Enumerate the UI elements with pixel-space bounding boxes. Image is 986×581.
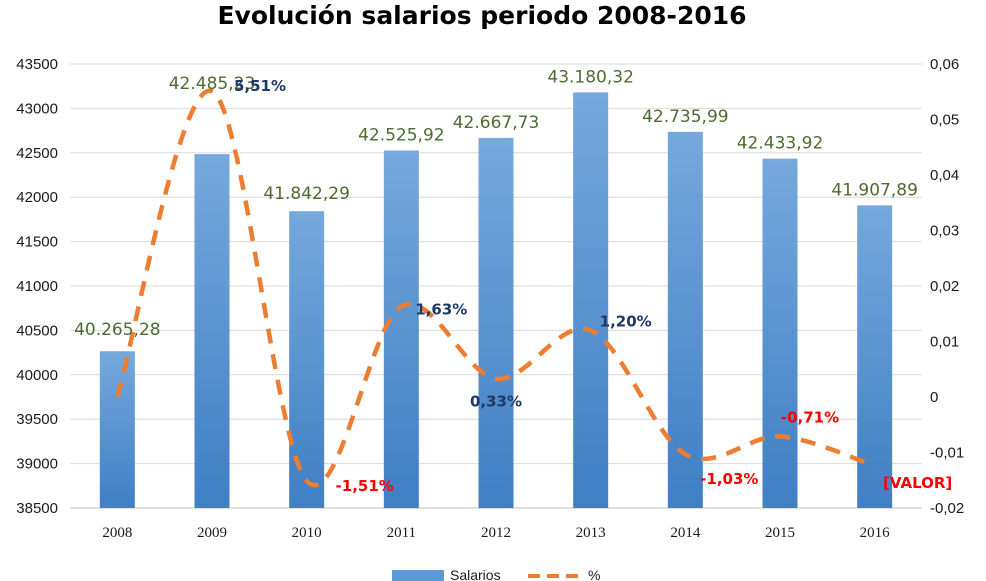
line-series: [115, 88, 876, 488]
bar-2013: [573, 92, 609, 509]
bar-value-label: 42.433,92: [737, 134, 824, 154]
left-tick-label: 38500: [16, 500, 58, 517]
percent-label: -1,51%: [336, 477, 394, 495]
bar-2012: [478, 137, 514, 508]
right-tick-label: 0,02: [930, 278, 959, 295]
left-tick-label: 41000: [16, 278, 58, 295]
bar-value-label: 42.735,99: [642, 107, 729, 127]
x-tick-label: 2013: [576, 525, 606, 541]
left-axis: 38500 39000 39500 40000 40500 41000 41500 42000…: [16, 56, 58, 517]
bar-value-label: 40.265,28: [74, 320, 161, 340]
left-tick-label: 42500: [16, 145, 58, 162]
bar-value-labels: 40.265,28 42.485,23 41.842,29 42.525,92 42.6…: [74, 67, 918, 340]
bar-2008: [99, 351, 135, 508]
right-tick-label: 0: [930, 389, 938, 406]
legend-label-percent: %: [588, 567, 600, 581]
left-tick-label: 39500: [16, 411, 58, 428]
x-tick-label: 2016: [860, 525, 891, 541]
right-tick-label: 0,03: [930, 223, 959, 240]
bar-2010: [289, 211, 325, 508]
x-tick-label: 2012: [481, 525, 511, 541]
bar-value-label: 42.485,23: [169, 74, 256, 94]
x-tick-label: 2015: [765, 525, 795, 541]
x-tick-label: 2011: [387, 525, 416, 541]
x-tick-label: 2008: [102, 525, 132, 541]
percent-line: [115, 88, 876, 488]
percent-label: -1,03%: [700, 470, 758, 488]
right-tick-label: -0,01: [930, 445, 964, 462]
right-tick-label: 0,06: [930, 56, 959, 73]
bar-value-label: 42.667,73: [453, 113, 540, 133]
percent-label: 5,51%: [234, 77, 286, 95]
bar-2014: [667, 131, 703, 508]
bar-value-label: 42.525,92: [358, 125, 445, 145]
bar-value-label: 41.842,29: [263, 184, 350, 204]
percent-label: -0,71%: [781, 408, 839, 426]
right-tick-label: -0,02: [930, 500, 964, 517]
percent-label: 0,33%: [470, 393, 522, 411]
x-axis: 2008 2009 2010 2011 2012 2013 2014 2015 2016: [102, 525, 890, 541]
right-tick-label: 0,01: [930, 334, 959, 351]
chart-title: Evolución salarios periodo 2008-2016: [217, 1, 746, 30]
bar-value-label: 43.180,32: [547, 67, 634, 87]
x-tick-label: 2014: [670, 525, 701, 541]
x-tick-label: 2010: [292, 525, 322, 541]
percent-label: [VALOR]: [883, 474, 952, 492]
left-tick-label: 43000: [16, 100, 58, 117]
bar-2011: [383, 150, 419, 509]
percent-label: 1,20%: [600, 312, 652, 330]
legend-swatch-salarios: [392, 570, 444, 581]
left-tick-label: 39000: [16, 456, 58, 473]
percent-label: 1,63%: [415, 301, 467, 319]
left-tick-label: 41500: [16, 234, 58, 251]
right-tick-label: 0,04: [930, 167, 959, 184]
bar-series: [99, 92, 893, 509]
x-tick-label: 2009: [197, 525, 227, 541]
bar-2016: [857, 205, 893, 508]
legend: Salarios %: [392, 567, 600, 581]
right-axis: -0,02 -0,01 0 0,01 0,02 0,03 0,04 0,05 0,06: [930, 56, 964, 517]
left-tick-label: 40500: [16, 322, 58, 339]
left-tick-label: 43500: [16, 56, 58, 73]
bar-2015: [762, 158, 798, 508]
left-tick-label: 42000: [16, 189, 58, 206]
line-value-labels: 5,51% -1,51% 1,63% 0,33% 1,20% -1,03% -0,71% [V…: [234, 77, 952, 495]
right-tick-label: 0,05: [930, 112, 959, 129]
left-tick-label: 40000: [16, 367, 58, 384]
legend-label-salarios: Salarios: [450, 567, 501, 581]
bar-2009: [194, 154, 230, 508]
bar-value-label: 41.907,89: [831, 180, 918, 200]
